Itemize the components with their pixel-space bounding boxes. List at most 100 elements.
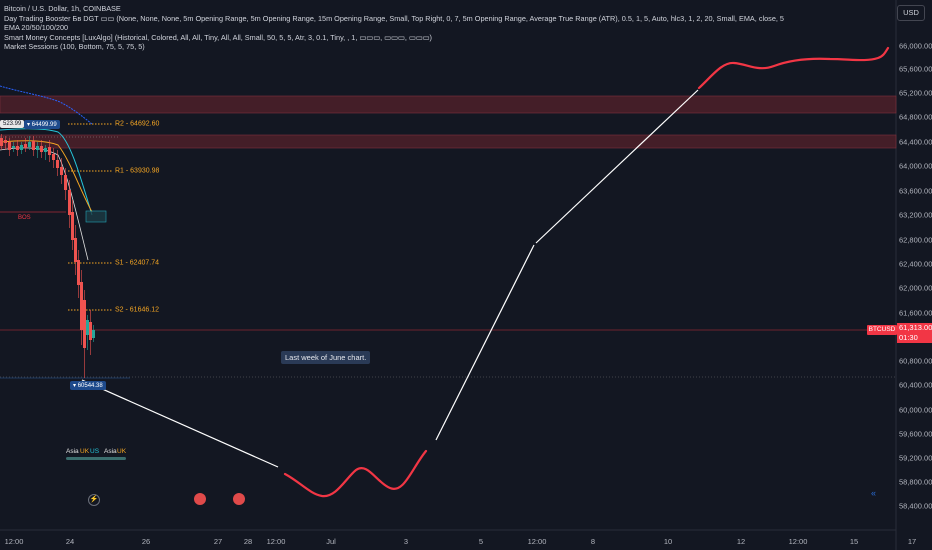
price-tick: 58,400.00 [899, 501, 932, 511]
indicator-day-trading-booster[interactable]: Day Trading Booster Бв DGT ▭▭ (None, Non… [4, 13, 784, 23]
price-tick: 60,000.00 [899, 405, 932, 415]
price-tick: 63,200.00 [899, 210, 932, 220]
price-tick: 63,600.00 [899, 186, 932, 196]
candle-body [71, 212, 74, 240]
candle-body [92, 330, 95, 338]
symbol-title[interactable]: Bitcoin / U.S. Dollar, 1h, COINBASE [4, 4, 121, 13]
indicator-smart-money-concepts[interactable]: Smart Money Concepts [LuxAlgo] (Historic… [4, 32, 432, 42]
projection-line-up-2 [535, 89, 699, 244]
price-tick: 65,600.00 [899, 64, 932, 74]
session-us-1: US [90, 448, 100, 455]
lightning-icon[interactable]: ⚡ [88, 494, 100, 506]
price-tick: 58,800.00 [899, 477, 932, 487]
price-tick: 62,800.00 [899, 235, 932, 245]
price-tick: 66,000.00 [899, 41, 932, 51]
candle-body [8, 142, 11, 150]
time-tick: 3 [403, 537, 409, 546]
session-asia-2: Asia [104, 448, 117, 455]
time-tick: 15 [849, 537, 859, 546]
candle-body [64, 175, 67, 190]
price-tick: 61,600.00 [899, 308, 932, 318]
candle-body [0, 138, 3, 146]
indicator-market-sessions[interactable]: Market Sessions (100, Bottom, 75, 5, 75,… [4, 42, 145, 52]
time-tick: 12 [736, 537, 746, 546]
session-asia-1: Asia [66, 448, 79, 455]
chart-note[interactable]: Last week of June chart. [281, 351, 371, 364]
candle-body [28, 142, 31, 147]
current-price-value: 61,313.00 [899, 323, 932, 332]
price-tick: 60,400.00 [899, 380, 932, 390]
candle-body [80, 282, 83, 330]
high-price-box: ▾ 64499.99 [24, 120, 60, 129]
pivot-r2-label: R2 - 64692.60 [115, 120, 160, 128]
candle-body [68, 190, 71, 215]
price-tick: 64,400.00 [899, 137, 932, 147]
candle-body [36, 146, 39, 150]
candle-body [89, 322, 92, 340]
time-tick: Jul [326, 537, 336, 546]
time-tick: 28 [243, 537, 253, 546]
candle-body [48, 147, 51, 155]
candle-body [4, 140, 7, 143]
ema-20-line [0, 147, 89, 261]
chevron-double-icon[interactable]: « [871, 488, 877, 498]
pivot-r1-label: R1 - 63930.98 [115, 167, 160, 175]
candle-body [83, 300, 86, 348]
price-tick: 64,800.00 [899, 112, 932, 122]
time-tick: 12:00 [527, 537, 547, 546]
candle-body [12, 146, 15, 148]
candle-body [40, 146, 43, 152]
high-left-box: 523.99 [0, 120, 25, 128]
supply-zone-lower [0, 134, 897, 149]
time-tick: 17 [907, 537, 917, 546]
candle-body [16, 146, 19, 150]
bar-countdown: 01:30 [899, 332, 918, 342]
session-uk-2: UK [117, 448, 127, 455]
ema-50-line [0, 140, 93, 213]
low-price-value: 60544.38 [77, 383, 103, 389]
currency-button[interactable]: USD [897, 5, 925, 21]
candle-body [32, 141, 35, 150]
price-tick: 62,400.00 [899, 259, 932, 269]
candle-body [20, 145, 23, 150]
time-tick: 26 [141, 537, 151, 546]
price-tick: 62,000.00 [899, 283, 932, 293]
candle-body [77, 260, 80, 285]
indicator-ema[interactable]: EMA 20/50/100/200 [4, 23, 69, 33]
candle-body [44, 148, 47, 152]
pivot-s2-label: S2 - 61646.12 [115, 306, 159, 314]
symbol-price-tag: BTCUSD [867, 325, 897, 335]
price-tick: 60,800.00 [899, 356, 932, 366]
chart-legend: Bitcoin / U.S. Dollar, 1h, COINBASE Day … [4, 4, 784, 52]
projection-line-up-1 [435, 244, 535, 441]
pivot-s1-label: S1 - 62407.74 [115, 259, 159, 267]
supply-zone-upper [0, 95, 897, 114]
candle-body [24, 144, 27, 148]
flag-icon[interactable] [194, 493, 206, 505]
time-tick: 8 [590, 537, 596, 546]
bos-label: BOS [18, 215, 31, 221]
candle-body [86, 320, 89, 335]
flag-icon-2[interactable] [233, 493, 245, 505]
time-tick: 10 [663, 537, 673, 546]
candle-body [56, 160, 59, 168]
price-tick: 65,200.00 [899, 88, 932, 98]
session-bar [66, 457, 126, 460]
projection-curve-top [697, 46, 890, 90]
price-tick: 64,000.00 [899, 161, 932, 171]
time-tick: 12:00 [4, 537, 24, 546]
time-tick: 12:00 [788, 537, 808, 546]
candle-body [60, 167, 63, 175]
current-price-tag: 61,313.00 01:30 [897, 323, 932, 343]
ema-200-line [0, 85, 93, 125]
price-tick: 59,600.00 [899, 429, 932, 439]
order-block [85, 210, 107, 223]
candle-body [74, 238, 77, 262]
ema-100-line [0, 128, 93, 216]
session-uk-1: UK [80, 448, 90, 455]
time-tick: 5 [478, 537, 484, 546]
time-tick: 24 [65, 537, 75, 546]
projection-curve-bottom [283, 449, 428, 498]
candle-body [52, 154, 55, 160]
